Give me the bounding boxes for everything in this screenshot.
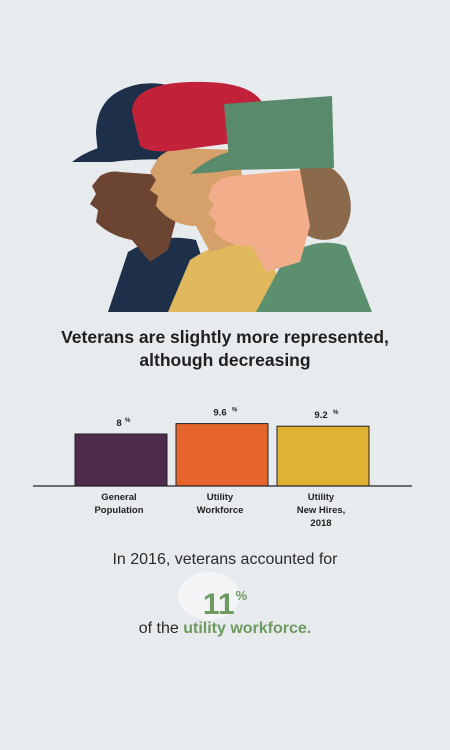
bar-value-label-1: 9.6 (213, 408, 226, 419)
bar-0 (74, 433, 168, 487)
category-label-2-0: Utility (308, 492, 335, 503)
bar-value-unit-2: % (333, 410, 339, 416)
bar-value-label-0: 8 (116, 418, 121, 429)
category-label-2-2: 2018 (310, 518, 331, 529)
category-label-2-1: New Hires, (297, 505, 346, 516)
bar-1 (175, 423, 269, 487)
veterans-bar-chart: 8 % General Population 9.6 % Utility Workforce 9… (33, 408, 412, 529)
stat-outro-emphasis: utility workforce. (183, 620, 312, 637)
stat-number: 11% (0, 574, 450, 627)
category-label-1-0: Utility (207, 492, 234, 503)
stat-number-wrap: 11% (0, 572, 450, 621)
stat-number-value: 11 (202, 588, 235, 621)
category-label-0-1: Population (94, 505, 143, 516)
veteran-green-cap-figure (190, 96, 372, 312)
headline-line-1: Veterans are slightly more represented, (61, 327, 389, 347)
stat-intro-text: In 2016, veterans accounted for (112, 551, 338, 568)
bar-value-unit-1: % (232, 408, 238, 414)
stat-outro-prefix: of the (138, 620, 184, 637)
veterans-profile-icon (72, 81, 372, 312)
bar-value-unit-0: % (125, 418, 131, 424)
category-label-1-1: Workforce (197, 505, 244, 516)
category-label-0-0: General (101, 492, 136, 503)
bar-2 (276, 425, 370, 487)
headline-line-2: although decreasing (139, 350, 311, 370)
stat-outro-text: of the utility workforce. (0, 618, 450, 640)
veteran-stat-block: In 2016, veterans accounted for 11% of t… (0, 548, 450, 640)
page-headline: Veterans are slightly more represented, … (0, 326, 450, 372)
stat-highlight-circle (178, 572, 240, 620)
stat-number-unit: % (235, 588, 248, 603)
bar-value-label-2: 9.2 (314, 410, 327, 421)
